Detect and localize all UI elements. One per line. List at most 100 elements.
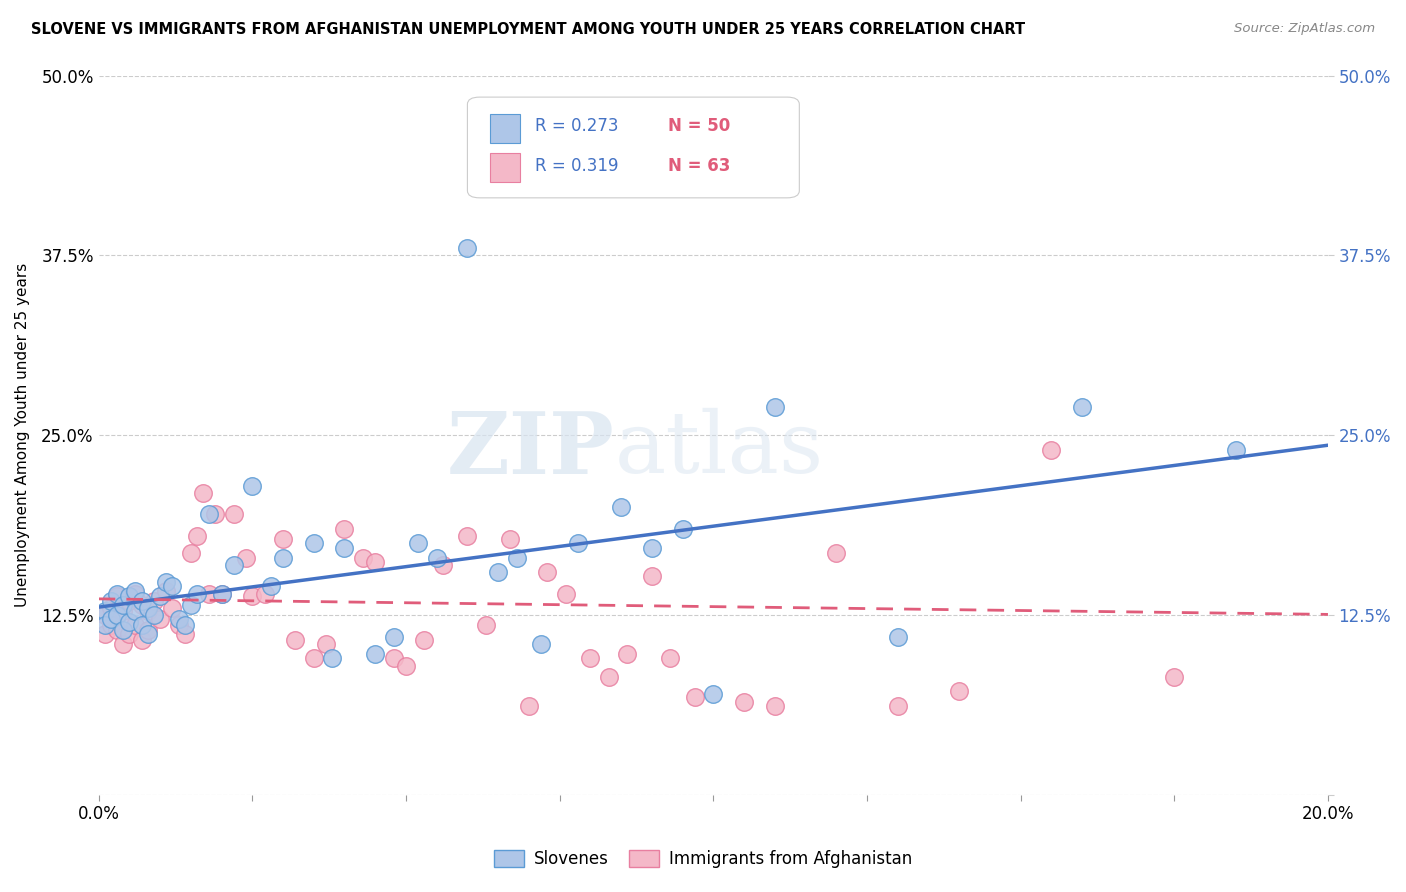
Point	[616, 647, 638, 661]
Point	[253, 586, 276, 600]
Point	[105, 586, 128, 600]
Point	[321, 651, 343, 665]
Point	[364, 555, 387, 569]
Point	[100, 601, 122, 615]
Point	[167, 613, 190, 627]
Point	[180, 598, 202, 612]
Point	[118, 615, 141, 630]
Point	[136, 627, 159, 641]
Point	[211, 586, 233, 600]
Point	[93, 604, 115, 618]
Point	[475, 618, 498, 632]
Point	[93, 627, 115, 641]
Point	[198, 508, 221, 522]
Point	[173, 618, 195, 632]
Text: SLOVENE VS IMMIGRANTS FROM AFGHANISTAN UNEMPLOYMENT AMONG YOUTH UNDER 25 YEARS C: SLOVENE VS IMMIGRANTS FROM AFGHANISTAN U…	[31, 22, 1025, 37]
Point	[413, 632, 436, 647]
Point	[1225, 442, 1247, 457]
Point	[641, 541, 664, 555]
Point	[118, 594, 141, 608]
Point	[131, 598, 153, 612]
Point	[112, 604, 135, 618]
Point	[426, 550, 449, 565]
Y-axis label: Unemployment Among Youth under 25 years: Unemployment Among Youth under 25 years	[15, 263, 30, 607]
Point	[530, 637, 553, 651]
Point	[702, 687, 724, 701]
Point	[149, 590, 172, 604]
Point	[186, 529, 208, 543]
Text: R = 0.319: R = 0.319	[536, 158, 619, 176]
Point	[131, 594, 153, 608]
Point	[93, 608, 115, 623]
Point	[536, 565, 558, 579]
Point	[302, 651, 325, 665]
Point	[124, 618, 146, 632]
Point	[240, 590, 263, 604]
Point	[499, 532, 522, 546]
Point	[112, 598, 135, 612]
Text: R = 0.273: R = 0.273	[536, 117, 619, 135]
Point	[554, 586, 576, 600]
Point	[142, 594, 165, 608]
Point	[142, 608, 165, 623]
Point	[825, 546, 848, 560]
Point	[382, 630, 405, 644]
Point	[733, 694, 755, 708]
Point	[486, 565, 509, 579]
Legend: Slovenes, Immigrants from Afghanistan: Slovenes, Immigrants from Afghanistan	[488, 843, 918, 875]
Point	[235, 550, 257, 565]
Point	[186, 586, 208, 600]
Point	[155, 575, 177, 590]
Text: ZIP: ZIP	[447, 408, 614, 491]
Point	[105, 608, 128, 623]
Text: atlas: atlas	[614, 409, 824, 491]
Point	[517, 698, 540, 713]
Text: N = 63: N = 63	[668, 158, 730, 176]
Point	[315, 637, 337, 651]
Text: N = 50: N = 50	[668, 117, 730, 135]
Point	[100, 613, 122, 627]
Point	[136, 604, 159, 618]
Point	[136, 623, 159, 637]
Point	[567, 536, 589, 550]
Point	[271, 550, 294, 565]
Point	[191, 486, 214, 500]
Point	[659, 651, 682, 665]
Point	[118, 590, 141, 604]
Point	[333, 522, 356, 536]
Point	[149, 613, 172, 627]
Point	[505, 550, 527, 565]
Text: Source: ZipAtlas.com: Source: ZipAtlas.com	[1234, 22, 1375, 36]
FancyBboxPatch shape	[489, 114, 520, 143]
Point	[333, 541, 356, 555]
Point	[763, 698, 786, 713]
Point	[702, 177, 724, 191]
Point	[456, 241, 478, 255]
Point	[155, 583, 177, 598]
Point	[131, 632, 153, 647]
Point	[456, 529, 478, 543]
Point	[118, 627, 141, 641]
Point	[382, 651, 405, 665]
Point	[100, 594, 122, 608]
Point	[683, 690, 706, 705]
Point	[364, 647, 387, 661]
Point	[105, 590, 128, 604]
Point	[100, 618, 122, 632]
Point	[886, 630, 908, 644]
Point	[641, 569, 664, 583]
Point	[112, 637, 135, 651]
Point	[198, 586, 221, 600]
Point	[886, 698, 908, 713]
Point	[610, 500, 633, 515]
FancyBboxPatch shape	[467, 97, 800, 198]
Point	[395, 658, 418, 673]
Point	[240, 478, 263, 492]
Point	[302, 536, 325, 550]
Point	[222, 508, 245, 522]
Point	[112, 623, 135, 637]
Point	[948, 684, 970, 698]
Point	[173, 627, 195, 641]
Point	[204, 508, 226, 522]
Point	[105, 623, 128, 637]
